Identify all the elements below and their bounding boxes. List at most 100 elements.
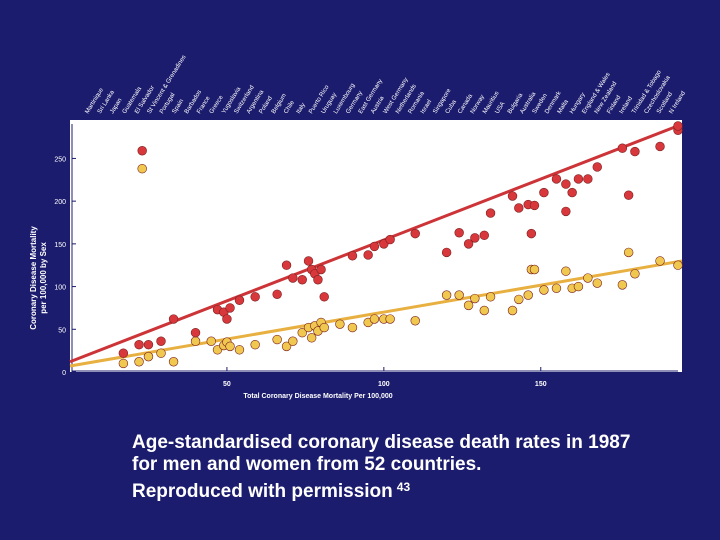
men-point (630, 146, 640, 157)
women-point (592, 278, 602, 288)
women-point (297, 328, 307, 338)
x-tick-label: 150 (535, 381, 547, 388)
men-point (222, 314, 232, 324)
men-point (561, 179, 571, 189)
country-label: USA (494, 100, 507, 115)
y-axis-label-line-2: per 100,000 by Sex (39, 242, 48, 314)
women-point (583, 273, 593, 283)
y-tick-label: 0 (62, 370, 66, 377)
men-point (234, 295, 245, 305)
women-point (441, 290, 452, 300)
women-point (156, 348, 166, 358)
axis-text: Total Coronary Disease Mortality Per 100… (29, 226, 393, 400)
women-point (306, 333, 317, 343)
men-point (592, 162, 602, 172)
country-label: Italy (295, 101, 307, 115)
y-axis-label-line-1: Coronary Disease Mortality (29, 226, 38, 330)
women-point (190, 336, 201, 346)
women-point (250, 339, 260, 350)
caption: Age-standardised coronary disease death … (132, 432, 692, 503)
men-point (526, 228, 537, 239)
men-point (479, 230, 489, 241)
men-point (363, 250, 373, 260)
women-point (573, 281, 584, 292)
x-tick-label: 50 (223, 381, 231, 388)
men-point (514, 203, 524, 213)
women-point (561, 266, 571, 276)
women-point (206, 336, 216, 346)
men-point (313, 275, 323, 285)
women-point (118, 358, 129, 369)
men-point (143, 339, 154, 350)
men-point (281, 260, 292, 270)
y-tick-label: 50 (58, 327, 66, 334)
women-point (134, 357, 144, 367)
women-point (369, 314, 380, 324)
women-point (335, 319, 345, 329)
caption-line-3-text: Reproduced with permission (132, 481, 393, 502)
men-point (118, 348, 129, 358)
women-point (630, 269, 640, 279)
women-point (673, 260, 683, 270)
y-tick-label: 150 (54, 242, 66, 249)
caption-reference: 43 (396, 480, 411, 494)
women-point (523, 290, 533, 300)
women-fit-line (69, 259, 683, 368)
men-point (655, 141, 665, 152)
men-point (288, 273, 298, 283)
men-point (485, 208, 496, 218)
x-tick-label: 100 (378, 381, 390, 388)
men-point (385, 234, 395, 245)
women-point (454, 290, 464, 300)
men-point (156, 336, 166, 346)
men-point (134, 339, 144, 350)
men-point (470, 233, 480, 243)
caption-line-2: for men and women from 52 countries. (132, 454, 482, 475)
men-point (369, 241, 380, 252)
men-point (303, 256, 314, 266)
men-point (168, 314, 179, 324)
women-point (507, 305, 518, 316)
men-point (297, 275, 307, 285)
caption-line-1: Age-standardised coronary disease death … (132, 432, 631, 453)
women-point (234, 345, 245, 355)
women-point (514, 294, 524, 305)
men-point (454, 228, 464, 238)
y-tick-label: 100 (54, 285, 66, 292)
men-point (463, 239, 474, 249)
women-point (485, 292, 496, 302)
women-point (137, 163, 147, 174)
men-points (118, 121, 683, 358)
women-point (168, 357, 179, 367)
women-point (470, 293, 480, 304)
men-point (137, 146, 147, 156)
men-point (561, 206, 571, 217)
men-point (673, 121, 683, 131)
women-point (347, 322, 358, 333)
women-point (319, 322, 329, 333)
men-point (539, 187, 549, 198)
women-point (281, 341, 292, 352)
axis-ticks: 0 50 100 150 200 250 50 100 150 (54, 124, 678, 388)
women-point (655, 256, 665, 266)
men-point (225, 303, 235, 313)
women-point (623, 247, 634, 258)
women-points (118, 163, 683, 369)
men-point (623, 190, 634, 200)
y-tick-label: 250 (54, 156, 66, 163)
women-point (410, 316, 420, 326)
women-point (479, 305, 489, 316)
men-point (441, 247, 452, 258)
women-point (143, 351, 154, 362)
men-point (529, 200, 540, 211)
men-point (617, 143, 628, 153)
women-point (463, 300, 474, 311)
women-point (288, 336, 298, 346)
men-point (410, 228, 420, 239)
men-point (551, 174, 562, 184)
women-point (272, 334, 282, 345)
women-point (385, 314, 395, 324)
y-tick-label: 200 (54, 199, 66, 206)
